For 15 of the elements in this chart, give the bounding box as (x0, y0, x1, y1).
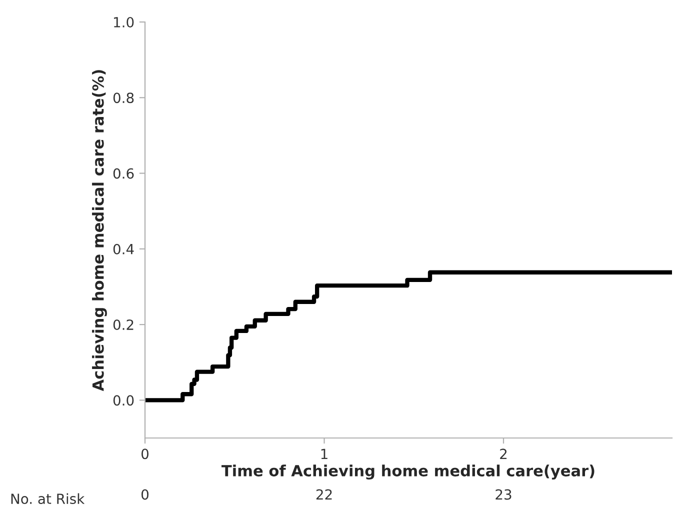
y-tick-label: 0.4 (113, 244, 134, 254)
y-axis-title: Achieving home medical care rate(%) (92, 70, 107, 392)
x-tick-label: 0 (141, 448, 148, 460)
text: 0 (141, 489, 148, 500)
x-tick-label: 2 (500, 448, 507, 459)
text: 22 (316, 489, 332, 500)
y-tick-label: 0.6 (113, 168, 134, 179)
text: No. at Risk (11, 493, 85, 504)
x-tick-label: 1 (321, 448, 328, 459)
x-axis-title: Time of Achieving home medical care(year) (222, 464, 594, 480)
y-tick-label: 1.0 (114, 16, 134, 28)
text: 23 (496, 489, 512, 500)
y-tick-label: 0.8 (113, 92, 134, 104)
y-tick-label: 0.0 (113, 395, 134, 406)
y-tick-label: 0.2 (113, 320, 134, 330)
